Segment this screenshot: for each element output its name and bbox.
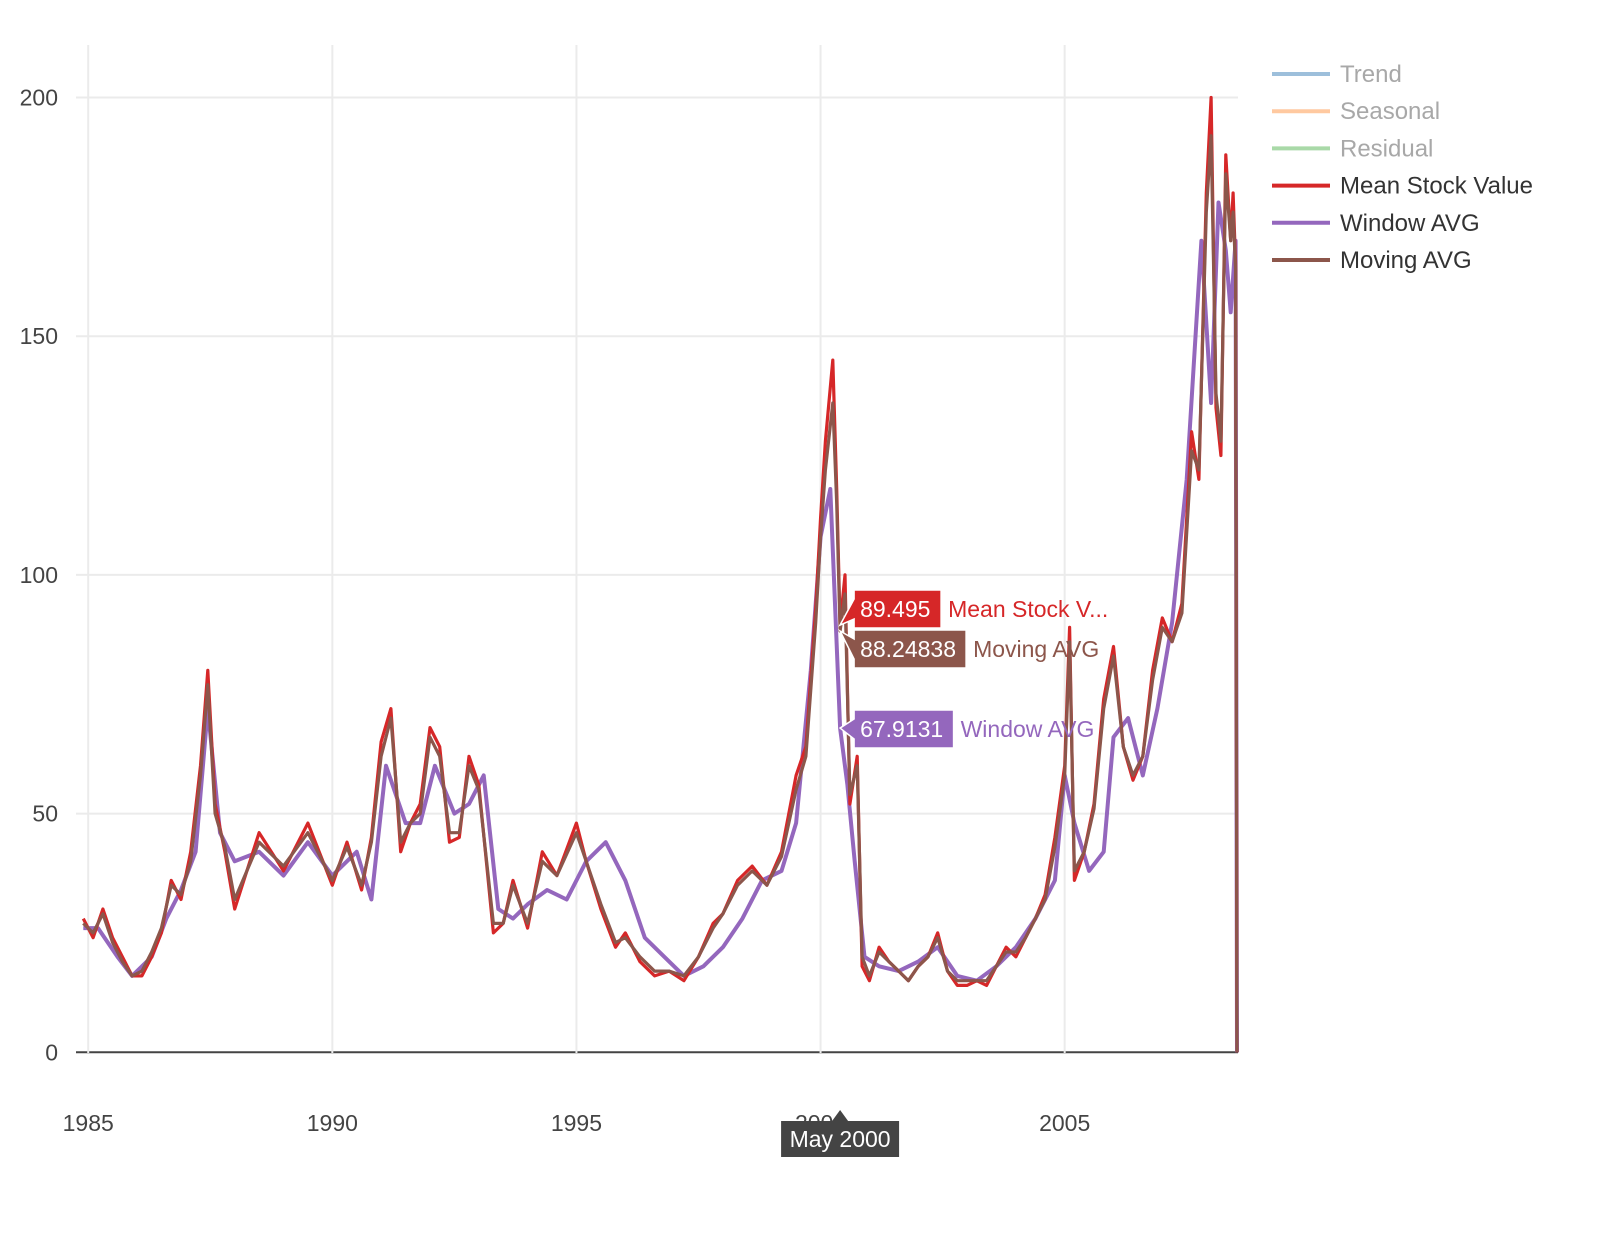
- legend-label: Window AVG: [1340, 210, 1480, 237]
- series-lines: [81, 95, 1239, 1053]
- hover-label-name: Window AVG: [961, 716, 1095, 742]
- y-tick-label: 200: [20, 85, 58, 111]
- y-tick-label: 150: [20, 323, 58, 349]
- y-tick-label: 50: [32, 801, 58, 827]
- hover-label-name: Moving AVG: [973, 636, 1099, 662]
- x-tick-label: 1995: [551, 1110, 602, 1136]
- hover-label: 89.495 Mean Stock V...: [838, 589, 1108, 629]
- hover-label-box: [838, 589, 942, 629]
- hover-label-box: [838, 629, 967, 669]
- hover-label-value: 88.24838: [860, 636, 956, 662]
- x-tick-label: 1985: [63, 1110, 114, 1136]
- hover-labels: 89.495 Mean Stock V... 88.24838 Moving AVG 6…: [781, 589, 1108, 1157]
- legend[interactable]: Trend Seasonal Residual Mean Stock Value Win…: [1272, 61, 1533, 274]
- legend-item-window-avg[interactable]: Window AVG: [1272, 210, 1480, 237]
- hover-label: 88.24838 Moving AVG: [838, 629, 1099, 669]
- y-axis-ticks: 0 50 100 150 200: [20, 85, 58, 1066]
- hover-label: 67.9131 Window AVG: [838, 709, 1095, 749]
- hover-x-label-text: May 2000: [790, 1126, 891, 1152]
- hover-label-value: 89.495: [860, 596, 930, 622]
- hover-label-value: 67.9131: [860, 716, 943, 742]
- legend-label: Mean Stock Value: [1340, 173, 1533, 200]
- legend-label: Seasonal: [1340, 98, 1440, 125]
- legend-item-seasonal[interactable]: Seasonal: [1272, 98, 1440, 125]
- x-tick-label: 2005: [1039, 1110, 1090, 1136]
- legend-item-residual[interactable]: Residual: [1272, 135, 1433, 162]
- series-line-window-avg: [83, 200, 1239, 1053]
- legend-label: Trend: [1340, 61, 1402, 88]
- y-tick-label: 100: [20, 562, 58, 588]
- series-line-mean-stock-value: [81, 95, 1239, 1053]
- hover-x-label: May 2000: [781, 1110, 900, 1157]
- legend-item-moving-avg[interactable]: Moving AVG: [1272, 247, 1472, 274]
- gridlines: [76, 45, 1238, 1054]
- legend-item-mean-stock-value[interactable]: Mean Stock Value: [1272, 173, 1533, 200]
- y-tick-label: 0: [45, 1039, 58, 1065]
- hover-x-label-box: [781, 1110, 900, 1157]
- hover-label-name: Mean Stock V...: [948, 596, 1108, 622]
- hover-label-box: [838, 709, 955, 749]
- legend-label: Residual: [1340, 135, 1433, 162]
- x-tick-label: 1990: [307, 1110, 358, 1136]
- x-axis-ticks: 19851990199520002005: [63, 1110, 1091, 1136]
- legend-label: Moving AVG: [1340, 247, 1472, 274]
- series-line-moving-avg: [82, 134, 1239, 1053]
- legend-item-trend[interactable]: Trend: [1272, 61, 1402, 88]
